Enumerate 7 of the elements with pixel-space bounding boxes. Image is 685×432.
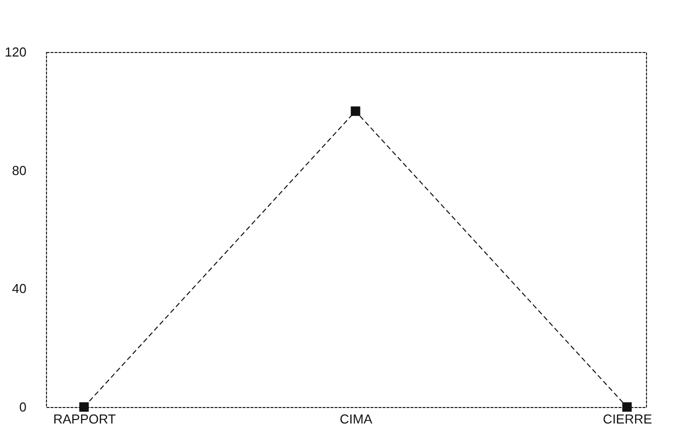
y-tick-label: 0 — [19, 400, 26, 414]
x-tick-label: CIERRE — [602, 412, 652, 426]
y-tick-label: 40 — [12, 281, 26, 296]
y-tick-label: 120 — [4, 44, 26, 60]
x-tick-label: RAPPORT — [53, 412, 116, 426]
y-tick-label: 80 — [12, 162, 26, 178]
x-tick-label: CIMA — [340, 412, 373, 426]
